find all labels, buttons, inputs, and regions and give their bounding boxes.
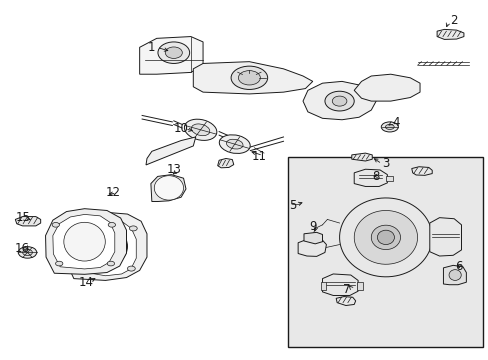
Ellipse shape xyxy=(72,226,80,231)
Ellipse shape xyxy=(64,222,105,261)
Text: 13: 13 xyxy=(166,163,181,176)
Text: 10: 10 xyxy=(173,122,188,135)
Polygon shape xyxy=(45,209,126,274)
Polygon shape xyxy=(304,232,322,244)
Ellipse shape xyxy=(158,42,189,63)
Polygon shape xyxy=(353,74,419,101)
Ellipse shape xyxy=(154,176,183,200)
Polygon shape xyxy=(217,158,233,168)
Ellipse shape xyxy=(370,225,400,249)
Ellipse shape xyxy=(325,91,353,111)
Polygon shape xyxy=(339,198,431,277)
Polygon shape xyxy=(335,297,355,306)
Text: 11: 11 xyxy=(251,150,266,163)
Polygon shape xyxy=(443,265,466,285)
Ellipse shape xyxy=(184,119,216,140)
Ellipse shape xyxy=(231,66,267,89)
Ellipse shape xyxy=(377,230,394,244)
Text: 3: 3 xyxy=(382,157,389,170)
Ellipse shape xyxy=(52,222,60,227)
Ellipse shape xyxy=(448,270,460,280)
Text: 16: 16 xyxy=(15,242,30,255)
Polygon shape xyxy=(411,167,431,175)
Text: 4: 4 xyxy=(391,116,399,129)
Polygon shape xyxy=(65,212,147,280)
Ellipse shape xyxy=(18,247,37,258)
Ellipse shape xyxy=(381,122,398,132)
Ellipse shape xyxy=(76,266,84,271)
Text: 5: 5 xyxy=(289,199,296,212)
Polygon shape xyxy=(15,217,41,226)
Ellipse shape xyxy=(191,124,209,136)
Polygon shape xyxy=(193,62,312,94)
Polygon shape xyxy=(146,137,195,165)
Polygon shape xyxy=(351,153,371,161)
Polygon shape xyxy=(53,215,115,269)
Ellipse shape xyxy=(226,139,243,149)
Ellipse shape xyxy=(385,125,393,130)
Text: 8: 8 xyxy=(372,170,379,183)
Bar xyxy=(320,282,326,290)
Ellipse shape xyxy=(107,261,114,266)
Text: 12: 12 xyxy=(105,186,120,199)
Ellipse shape xyxy=(331,96,346,106)
Ellipse shape xyxy=(129,226,137,231)
Bar xyxy=(288,157,483,347)
Ellipse shape xyxy=(22,249,32,256)
Polygon shape xyxy=(75,220,136,276)
Ellipse shape xyxy=(219,135,250,153)
Bar xyxy=(356,282,362,290)
Ellipse shape xyxy=(165,47,182,58)
Text: 2: 2 xyxy=(449,14,457,27)
Polygon shape xyxy=(322,274,357,296)
Ellipse shape xyxy=(127,266,135,271)
Ellipse shape xyxy=(92,234,119,258)
Ellipse shape xyxy=(108,222,115,227)
Text: 14: 14 xyxy=(79,276,93,289)
Ellipse shape xyxy=(83,226,127,266)
Polygon shape xyxy=(353,211,417,264)
Polygon shape xyxy=(303,81,375,120)
Ellipse shape xyxy=(56,261,63,266)
Polygon shape xyxy=(140,37,203,74)
Polygon shape xyxy=(151,175,185,202)
Text: 9: 9 xyxy=(308,220,316,233)
Polygon shape xyxy=(436,30,463,40)
Text: 7: 7 xyxy=(343,283,350,296)
Ellipse shape xyxy=(238,71,260,85)
Text: 1: 1 xyxy=(148,41,155,54)
Text: 6: 6 xyxy=(454,260,462,273)
Polygon shape xyxy=(429,218,461,256)
Text: 15: 15 xyxy=(15,211,30,224)
Polygon shape xyxy=(298,238,326,256)
Bar xyxy=(385,176,392,181)
Polygon shape xyxy=(353,169,386,186)
